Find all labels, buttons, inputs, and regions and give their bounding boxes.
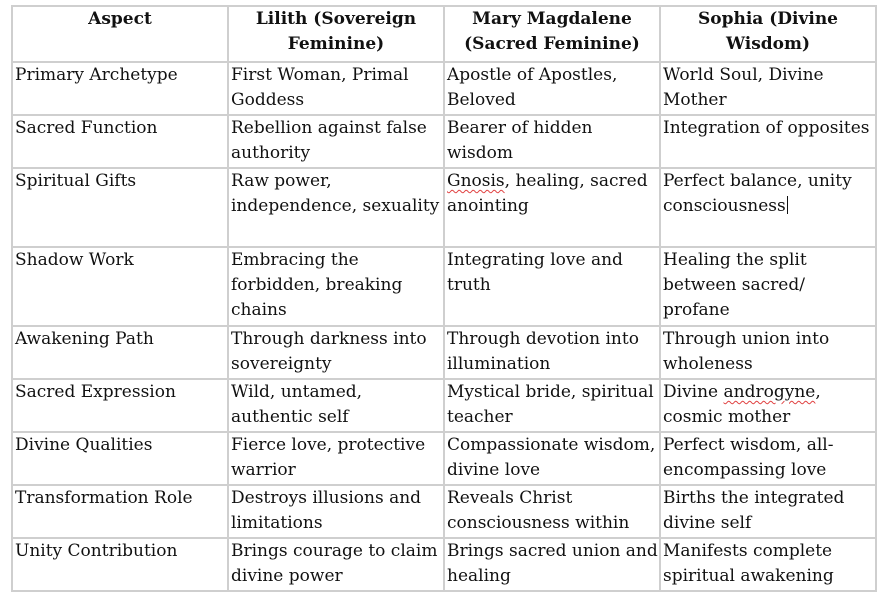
header-mary-magdalene[interactable]: Mary Magdalene (Sacred Feminine) — [443, 5, 661, 63]
table-cell[interactable]: Transformation Role — [11, 484, 229, 539]
table-row: Awakening Path Through darkness into sov… — [11, 325, 877, 380]
table-cell[interactable]: Raw power, independence, sexuality — [227, 167, 445, 248]
table-cell[interactable]: Spiritual Gifts — [11, 167, 229, 248]
table-cell[interactable]: Integrating love and truth — [443, 246, 661, 327]
text-cursor — [786, 196, 788, 214]
table-row: Primary Archetype First Woman, Primal Go… — [11, 61, 877, 116]
table-cell[interactable]: Fierce love, protective warrior — [227, 431, 445, 486]
table-cell[interactable]: Bearer of hidden wisdom — [443, 114, 661, 169]
table-cell[interactable]: Births the integrated divine self — [659, 484, 877, 539]
header-aspect[interactable]: Aspect — [11, 5, 229, 63]
table-cell[interactable]: Destroys illusions and limitations — [227, 484, 445, 539]
table-header-row: Aspect Lilith (Sovereign Feminine) Mary … — [11, 5, 877, 63]
table-row: Spiritual Gifts Raw power, independence,… — [11, 167, 877, 248]
spellcheck-underline: androgyne — [723, 382, 816, 402]
table-row: Transformation Role Destroys illusions a… — [11, 484, 877, 539]
table-cell[interactable]: Compassionate wisdom, divine love — [443, 431, 661, 486]
table-cell[interactable]: Gnosis, healing, sacred anointing — [443, 167, 661, 248]
table-cell[interactable]: Primary Archetype — [11, 61, 229, 116]
comparison-table: Aspect Lilith (Sovereign Feminine) Mary … — [11, 5, 877, 592]
table-cell[interactable]: Wild, untamed, authentic self — [227, 378, 445, 433]
table-cell[interactable]: Sacred Expression — [11, 378, 229, 433]
table-cell[interactable]: Mystical bride, spiritual teacher — [443, 378, 661, 433]
table-cell[interactable]: Healing the split between sacred/ profan… — [659, 246, 877, 327]
table-cell[interactable]: Awakening Path — [11, 325, 229, 380]
header-lilith[interactable]: Lilith (Sovereign Feminine) — [227, 5, 445, 63]
table-cell[interactable]: Embracing the forbidden, breaking chains — [227, 246, 445, 327]
table-cell[interactable]: Integration of opposites — [659, 114, 877, 169]
table-cell-active[interactable]: Perfect balance, unity consciousness — [659, 167, 877, 248]
table-row: Sacred Expression Wild, untamed, authent… — [11, 378, 877, 433]
table-cell[interactable]: Through darkness into sovereignty — [227, 325, 445, 380]
table-cell[interactable]: Sacred Function — [11, 114, 229, 169]
table-row: Unity Contribution Brings courage to cla… — [11, 537, 877, 592]
table-cell[interactable]: Reveals Christ consciousness within — [443, 484, 661, 539]
table-cell[interactable]: Manifests complete spiritual awakening — [659, 537, 877, 592]
header-sophia[interactable]: Sophia (Divine Wisdom) — [659, 5, 877, 63]
table-cell[interactable]: Apostle of Apostles, Beloved — [443, 61, 661, 116]
table-cell[interactable]: Brings sacred union and healing — [443, 537, 661, 592]
table-cell[interactable]: First Woman, Primal Goddess — [227, 61, 445, 116]
table-cell[interactable]: Divine androgyne, cosmic mother — [659, 378, 877, 433]
spellcheck-underline: Gnosis — [447, 171, 505, 191]
table-cell[interactable]: Through union into wholeness — [659, 325, 877, 380]
table-cell[interactable]: Brings courage to claim divine power — [227, 537, 445, 592]
document-table-container: Aspect Lilith (Sovereign Feminine) Mary … — [11, 5, 877, 592]
table-row: Sacred Function Rebellion against false … — [11, 114, 877, 169]
table-cell[interactable]: Divine Qualities — [11, 431, 229, 486]
table-cell[interactable]: World Soul, Divine Mother — [659, 61, 877, 116]
table-cell[interactable]: Perfect wisdom, all-encompassing love — [659, 431, 877, 486]
table-cell[interactable]: Shadow Work — [11, 246, 229, 327]
table-row: Divine Qualities Fierce love, protective… — [11, 431, 877, 486]
table-cell[interactable]: Rebellion against false authority — [227, 114, 445, 169]
table-cell[interactable]: Through devotion into illumination — [443, 325, 661, 380]
table-row: Shadow Work Embracing the forbidden, bre… — [11, 246, 877, 327]
table-cell[interactable]: Unity Contribution — [11, 537, 229, 592]
